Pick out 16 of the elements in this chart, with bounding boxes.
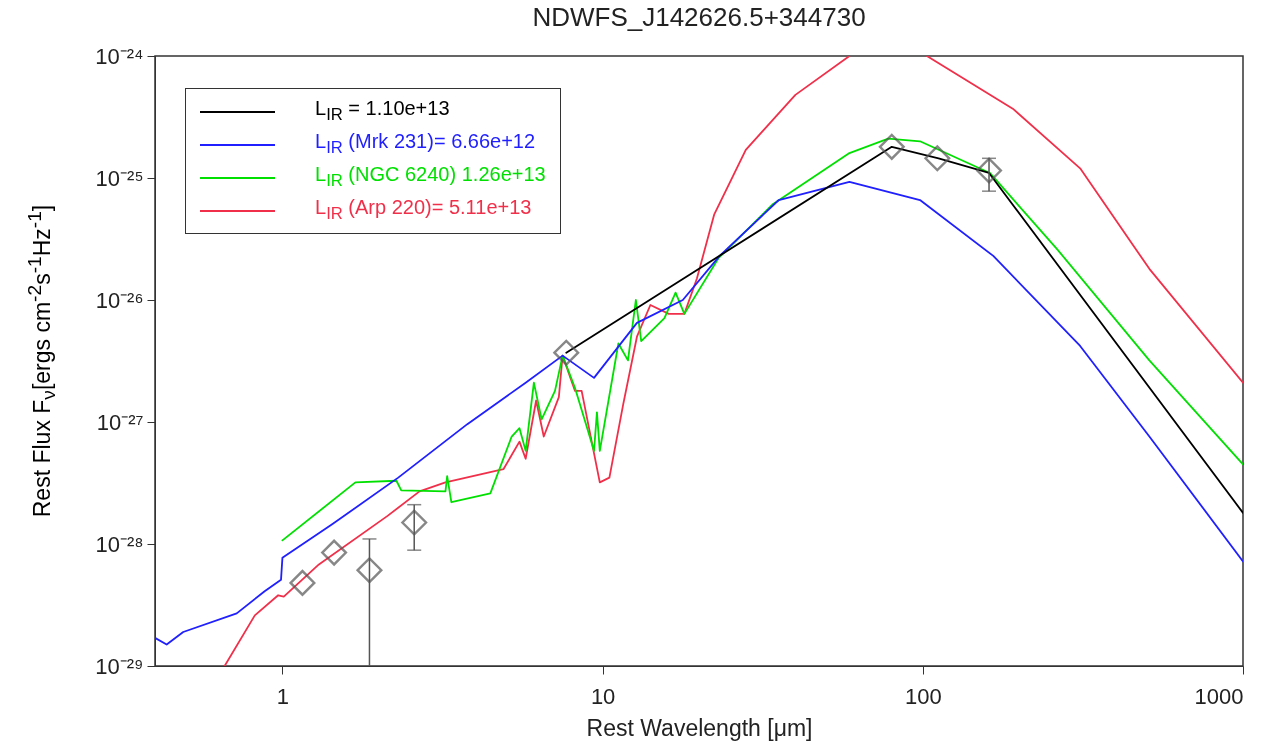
x-tick-label: 1000 xyxy=(1194,683,1244,709)
x-axis-title: Rest Wavelength [μm] xyxy=(586,714,813,741)
x-tick-label: 10 xyxy=(590,683,616,709)
x-tick-label: 1 xyxy=(276,683,290,709)
y-tick-label: 10⁻²⁶ xyxy=(95,287,144,313)
chart-title: NDWFS_J142626.5+344730 xyxy=(532,2,866,32)
y-tick-label: 10⁻²⁴ xyxy=(95,43,144,69)
y-tick-label: 10⁻²⁸ xyxy=(95,531,144,557)
x-tick-label: 100 xyxy=(904,683,942,709)
legend-label: L$_{IR}$ (NGC 6240) 1.26e+13 xyxy=(315,162,546,192)
y-tick-label: 10⁻²⁹ xyxy=(95,653,144,679)
legend-label: L$_{IR}$ (Mrk 231)= 6.66e+12 xyxy=(315,129,536,159)
legend-label: L$_{IR}$ (Arp 220)= 5.11e+13 xyxy=(315,195,532,225)
y-tick-label: 10⁻²⁵ xyxy=(95,165,144,191)
legend-label: L$_{IR}$ = 1.10e+13 xyxy=(315,96,450,126)
y-tick-label: 10⁻²⁷ xyxy=(96,409,144,435)
